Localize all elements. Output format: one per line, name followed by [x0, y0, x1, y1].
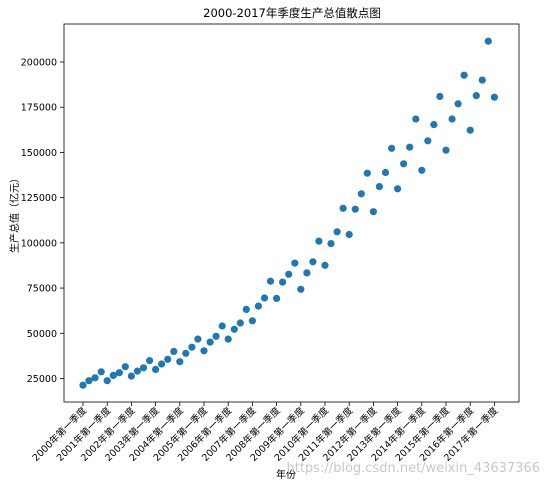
data-point	[127, 372, 135, 380]
data-point	[442, 146, 450, 154]
data-point	[448, 115, 456, 123]
data-point	[218, 322, 226, 330]
data-point	[170, 347, 178, 355]
data-point	[321, 261, 329, 269]
data-point	[375, 183, 383, 191]
y-tick-label: 50000	[27, 329, 57, 340]
data-point	[248, 317, 256, 325]
data-point	[273, 294, 281, 302]
data-point	[152, 365, 160, 373]
data-point	[146, 357, 154, 365]
chart-title: 2000-2017年季度生产总值散点图	[203, 6, 381, 20]
data-point	[254, 302, 262, 310]
data-point	[297, 285, 305, 293]
data-point	[472, 92, 480, 100]
data-point	[351, 205, 359, 213]
data-point	[266, 277, 275, 285]
data-point	[388, 144, 396, 152]
plot-area	[79, 37, 498, 389]
y-tick-label: 75000	[27, 284, 57, 295]
data-point	[436, 92, 444, 101]
data-point	[158, 360, 166, 368]
data-point	[484, 37, 492, 45]
data-point	[194, 335, 202, 343]
data-point	[285, 270, 293, 278]
data-point	[490, 93, 498, 101]
data-point	[339, 204, 347, 212]
y-tick-label: 100000	[21, 238, 57, 249]
data-point	[260, 294, 269, 302]
data-point	[466, 126, 474, 134]
data-point	[79, 381, 87, 389]
data-point	[309, 258, 317, 266]
data-point	[291, 259, 299, 267]
y-tick-label: 175000	[21, 103, 57, 114]
data-point	[478, 76, 486, 84]
data-point	[454, 100, 462, 108]
data-point	[394, 185, 402, 193]
data-point	[303, 269, 311, 277]
data-point	[315, 237, 323, 245]
data-point	[460, 71, 468, 79]
data-point	[121, 363, 129, 371]
data-point	[85, 377, 93, 385]
data-point	[164, 355, 172, 363]
data-point	[430, 121, 438, 129]
data-point	[357, 190, 365, 198]
data-point	[424, 137, 432, 145]
data-point	[115, 369, 123, 377]
y-tick-label: 150000	[21, 148, 57, 159]
data-point	[139, 364, 148, 372]
data-point	[188, 343, 196, 351]
data-point	[236, 319, 244, 327]
data-point	[200, 347, 208, 355]
data-point	[109, 371, 117, 379]
data-point	[279, 278, 287, 286]
data-point	[345, 230, 353, 239]
data-point	[418, 166, 426, 174]
data-point	[206, 338, 214, 346]
data-point	[400, 160, 408, 168]
plot-frame	[63, 23, 520, 403]
data-point	[176, 358, 184, 366]
data-point	[412, 115, 420, 123]
data-point	[91, 374, 99, 382]
y-axis-label: 生产总值（亿元）	[8, 173, 21, 253]
data-point	[363, 169, 371, 177]
data-point	[242, 305, 250, 313]
x-axis-label: 年份	[276, 468, 296, 481]
y-tick-label: 200000	[21, 57, 57, 68]
x-axis: 2000年第一季度2001年第一季度2002年第一季度2003年第一季度2004…	[30, 402, 501, 464]
data-point	[230, 325, 238, 333]
data-point	[406, 143, 414, 151]
data-point	[212, 332, 220, 340]
y-axis: 25000 50000 75000 100000 125000 150000 175000 2…	[21, 57, 64, 385]
y-tick-label: 25000	[27, 374, 57, 385]
data-point	[224, 335, 232, 343]
y-tick-label: 125000	[21, 193, 57, 204]
data-point	[327, 240, 335, 248]
data-point	[103, 377, 111, 385]
data-point	[182, 349, 190, 357]
data-point	[381, 168, 390, 177]
data-point	[133, 367, 141, 375]
data-point	[369, 208, 377, 216]
data-point	[97, 368, 105, 376]
data-point	[333, 228, 341, 236]
watermark-text: https://blog.csdn.net/weixin_43637366	[286, 461, 540, 476]
